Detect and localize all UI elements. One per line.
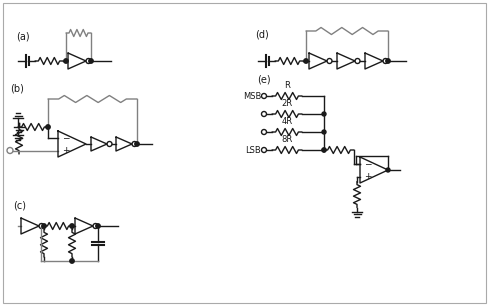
Text: 2R: 2R xyxy=(281,99,292,108)
Circle shape xyxy=(89,59,93,63)
Circle shape xyxy=(321,148,325,152)
Circle shape xyxy=(321,112,325,116)
Circle shape xyxy=(70,224,74,228)
Text: −: − xyxy=(62,133,69,142)
Circle shape xyxy=(96,224,100,228)
Circle shape xyxy=(321,130,325,134)
Text: (c): (c) xyxy=(13,200,26,210)
Text: (b): (b) xyxy=(10,83,24,93)
Text: (e): (e) xyxy=(257,74,270,84)
Circle shape xyxy=(385,59,389,63)
Circle shape xyxy=(63,59,68,63)
Text: −: − xyxy=(363,159,371,168)
Circle shape xyxy=(321,148,325,152)
Circle shape xyxy=(135,142,139,146)
Text: (a): (a) xyxy=(16,31,30,41)
Circle shape xyxy=(41,224,46,228)
Text: LSB: LSB xyxy=(245,145,261,155)
Circle shape xyxy=(303,59,307,63)
Circle shape xyxy=(46,125,50,129)
Text: R: R xyxy=(284,81,289,90)
Text: +: + xyxy=(363,172,371,181)
Circle shape xyxy=(70,259,74,263)
Circle shape xyxy=(385,168,389,172)
Text: (d): (d) xyxy=(254,29,268,39)
Text: +: + xyxy=(62,146,69,155)
Text: MSB: MSB xyxy=(242,91,261,100)
Text: 4R: 4R xyxy=(281,117,292,126)
Text: 8R: 8R xyxy=(281,135,292,144)
